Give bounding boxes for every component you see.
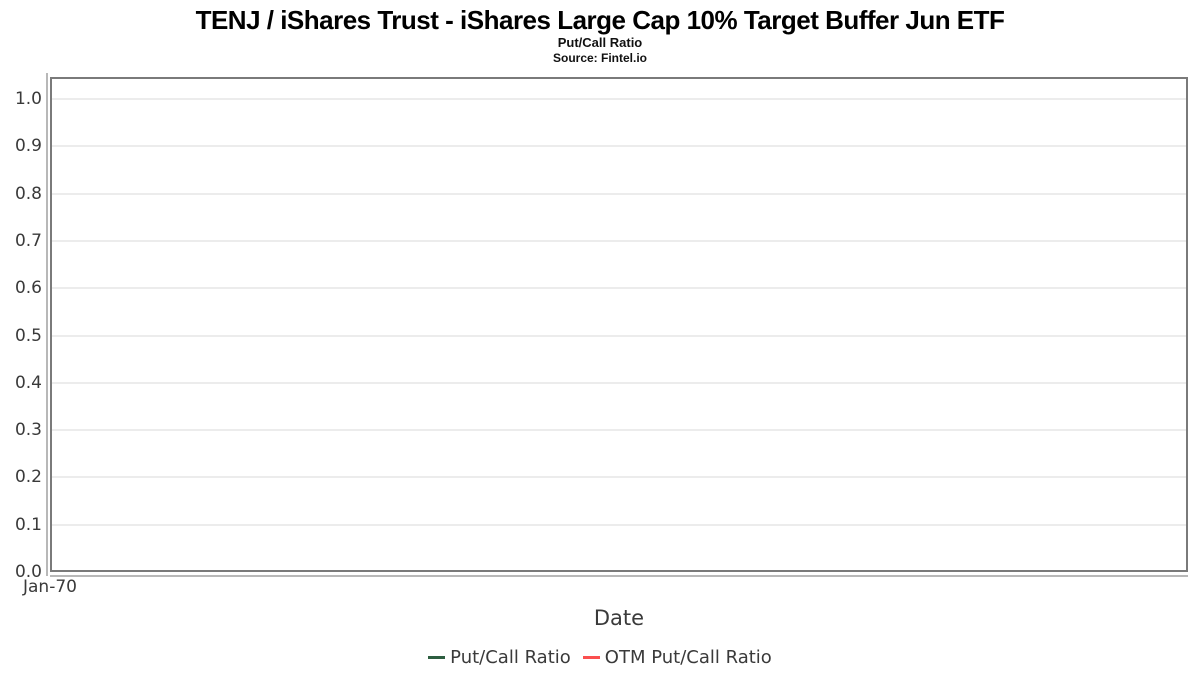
y-grid-line [52, 192, 1186, 195]
y-tick-label: 0.4 [14, 372, 42, 393]
y-tick-label: 0.1 [14, 514, 42, 535]
x-tick-label: Jan-70 [23, 577, 77, 597]
legend: Put/Call Ratio OTM Put/Call Ratio [0, 647, 1200, 668]
chart-subtitle: Put/Call Ratio [557, 35, 643, 50]
x-axis-label: Date [593, 606, 645, 630]
y-tick-label: 0.8 [14, 183, 42, 204]
y-tick-label: 0.0 [14, 562, 42, 582]
legend-line-swatch [428, 656, 446, 659]
y-tick-label: 0.2 [14, 467, 42, 488]
y-tick-label: 0.9 [14, 136, 42, 157]
y-grid-line [52, 287, 1186, 290]
y-grid-line [52, 476, 1186, 479]
legend-label: Put/Call Ratio [450, 647, 571, 668]
y-grid-line [52, 429, 1186, 432]
y-grid-line [52, 381, 1186, 384]
legend-item: Put/Call Ratio [428, 647, 571, 668]
chart-title: TENJ / iShares Trust - iShares Large Cap… [195, 5, 1005, 35]
legend-item: OTM Put/Call Ratio [582, 647, 772, 668]
y-tick-label: 0.3 [14, 420, 42, 441]
y-grid-line [52, 145, 1186, 148]
legend-line-swatch [582, 656, 600, 659]
x-axis-tick-strip [50, 575, 1188, 577]
y-tick-label: 0.6 [14, 278, 42, 299]
chart-source: Source: Fintel.io [552, 51, 647, 65]
y-tick-label: 0.7 [14, 230, 42, 251]
y-grid-line [52, 239, 1186, 242]
y-grid-line [52, 523, 1186, 526]
plot-area [50, 77, 1188, 572]
y-tick-label: 0.5 [14, 325, 42, 346]
legend-label: OTM Put/Call Ratio [604, 647, 772, 668]
y-grid-line [52, 98, 1186, 100]
y-axis-tick-strip [46, 73, 48, 576]
y-grid-line [52, 334, 1186, 337]
y-tick-label: 1.0 [14, 89, 42, 109]
